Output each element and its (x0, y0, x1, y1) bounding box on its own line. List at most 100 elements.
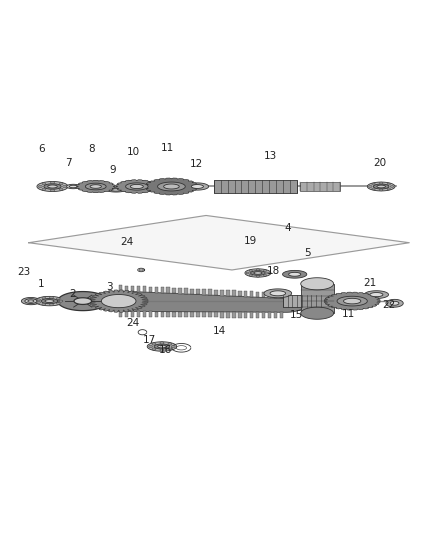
Polygon shape (119, 285, 122, 291)
Polygon shape (343, 298, 361, 304)
Text: 14: 14 (212, 326, 226, 336)
Polygon shape (125, 311, 128, 317)
Ellipse shape (369, 185, 372, 188)
Polygon shape (131, 311, 134, 317)
Polygon shape (25, 299, 37, 303)
Polygon shape (118, 180, 156, 192)
Polygon shape (131, 184, 143, 189)
Polygon shape (202, 289, 205, 295)
Text: 11: 11 (160, 143, 174, 152)
Polygon shape (220, 290, 223, 295)
Polygon shape (268, 312, 272, 318)
Ellipse shape (379, 182, 383, 184)
Polygon shape (74, 298, 92, 304)
Text: 11: 11 (342, 309, 355, 319)
Polygon shape (214, 289, 218, 295)
Ellipse shape (387, 188, 391, 190)
Polygon shape (148, 311, 152, 317)
Ellipse shape (387, 183, 391, 185)
Polygon shape (143, 286, 146, 292)
Polygon shape (158, 182, 185, 191)
Text: 21: 21 (364, 278, 377, 288)
Ellipse shape (148, 345, 153, 348)
Polygon shape (191, 288, 194, 294)
Polygon shape (125, 286, 128, 291)
Text: 5: 5 (304, 248, 311, 257)
Polygon shape (367, 182, 395, 191)
Polygon shape (274, 293, 277, 298)
Polygon shape (26, 299, 36, 303)
Polygon shape (301, 307, 334, 319)
Ellipse shape (50, 189, 54, 191)
Polygon shape (196, 312, 200, 317)
Polygon shape (280, 312, 283, 318)
Polygon shape (390, 301, 399, 305)
Polygon shape (264, 289, 292, 298)
Ellipse shape (63, 185, 67, 188)
Polygon shape (158, 345, 166, 348)
Polygon shape (137, 311, 140, 317)
Ellipse shape (57, 302, 60, 304)
Polygon shape (386, 300, 403, 307)
Polygon shape (66, 184, 80, 189)
Polygon shape (300, 182, 340, 191)
Polygon shape (155, 287, 158, 293)
Polygon shape (256, 312, 259, 318)
Ellipse shape (264, 274, 267, 276)
Text: 24: 24 (126, 318, 139, 328)
Text: 19: 19 (244, 237, 257, 246)
Polygon shape (28, 300, 34, 302)
Polygon shape (238, 312, 241, 318)
Ellipse shape (256, 276, 260, 277)
Polygon shape (191, 312, 194, 317)
Polygon shape (245, 269, 271, 277)
Ellipse shape (152, 343, 156, 345)
Ellipse shape (246, 272, 249, 274)
Polygon shape (126, 183, 148, 190)
Ellipse shape (50, 182, 54, 184)
Polygon shape (191, 184, 203, 189)
Polygon shape (262, 312, 265, 318)
Polygon shape (58, 292, 108, 311)
Ellipse shape (249, 274, 252, 276)
Polygon shape (147, 342, 177, 351)
Text: 7: 7 (65, 158, 72, 168)
Ellipse shape (168, 348, 172, 350)
Text: 13: 13 (263, 151, 277, 161)
Polygon shape (160, 312, 164, 317)
Polygon shape (289, 272, 301, 276)
Ellipse shape (57, 298, 60, 300)
Polygon shape (370, 293, 383, 297)
Polygon shape (254, 272, 262, 274)
Polygon shape (166, 312, 170, 317)
Polygon shape (324, 292, 380, 310)
Ellipse shape (39, 185, 42, 188)
Polygon shape (220, 312, 223, 318)
Polygon shape (251, 271, 265, 276)
Ellipse shape (37, 301, 41, 303)
Polygon shape (327, 293, 377, 309)
Polygon shape (173, 288, 176, 293)
Polygon shape (301, 278, 334, 290)
Ellipse shape (42, 188, 46, 190)
Ellipse shape (59, 300, 63, 302)
Polygon shape (280, 293, 283, 298)
Ellipse shape (152, 348, 156, 350)
Polygon shape (166, 287, 170, 293)
Ellipse shape (160, 349, 164, 351)
Text: 6: 6 (39, 144, 45, 154)
Text: 16: 16 (159, 344, 172, 354)
Polygon shape (89, 290, 148, 312)
Text: 22: 22 (382, 301, 396, 310)
Text: 3: 3 (106, 282, 113, 292)
Ellipse shape (372, 183, 375, 185)
Text: 12: 12 (190, 159, 203, 168)
Polygon shape (262, 292, 265, 297)
Polygon shape (301, 284, 334, 313)
Polygon shape (178, 288, 182, 294)
Polygon shape (44, 184, 61, 189)
Polygon shape (69, 185, 77, 188)
Text: 9: 9 (110, 165, 117, 175)
Polygon shape (377, 185, 385, 188)
Polygon shape (283, 295, 321, 307)
